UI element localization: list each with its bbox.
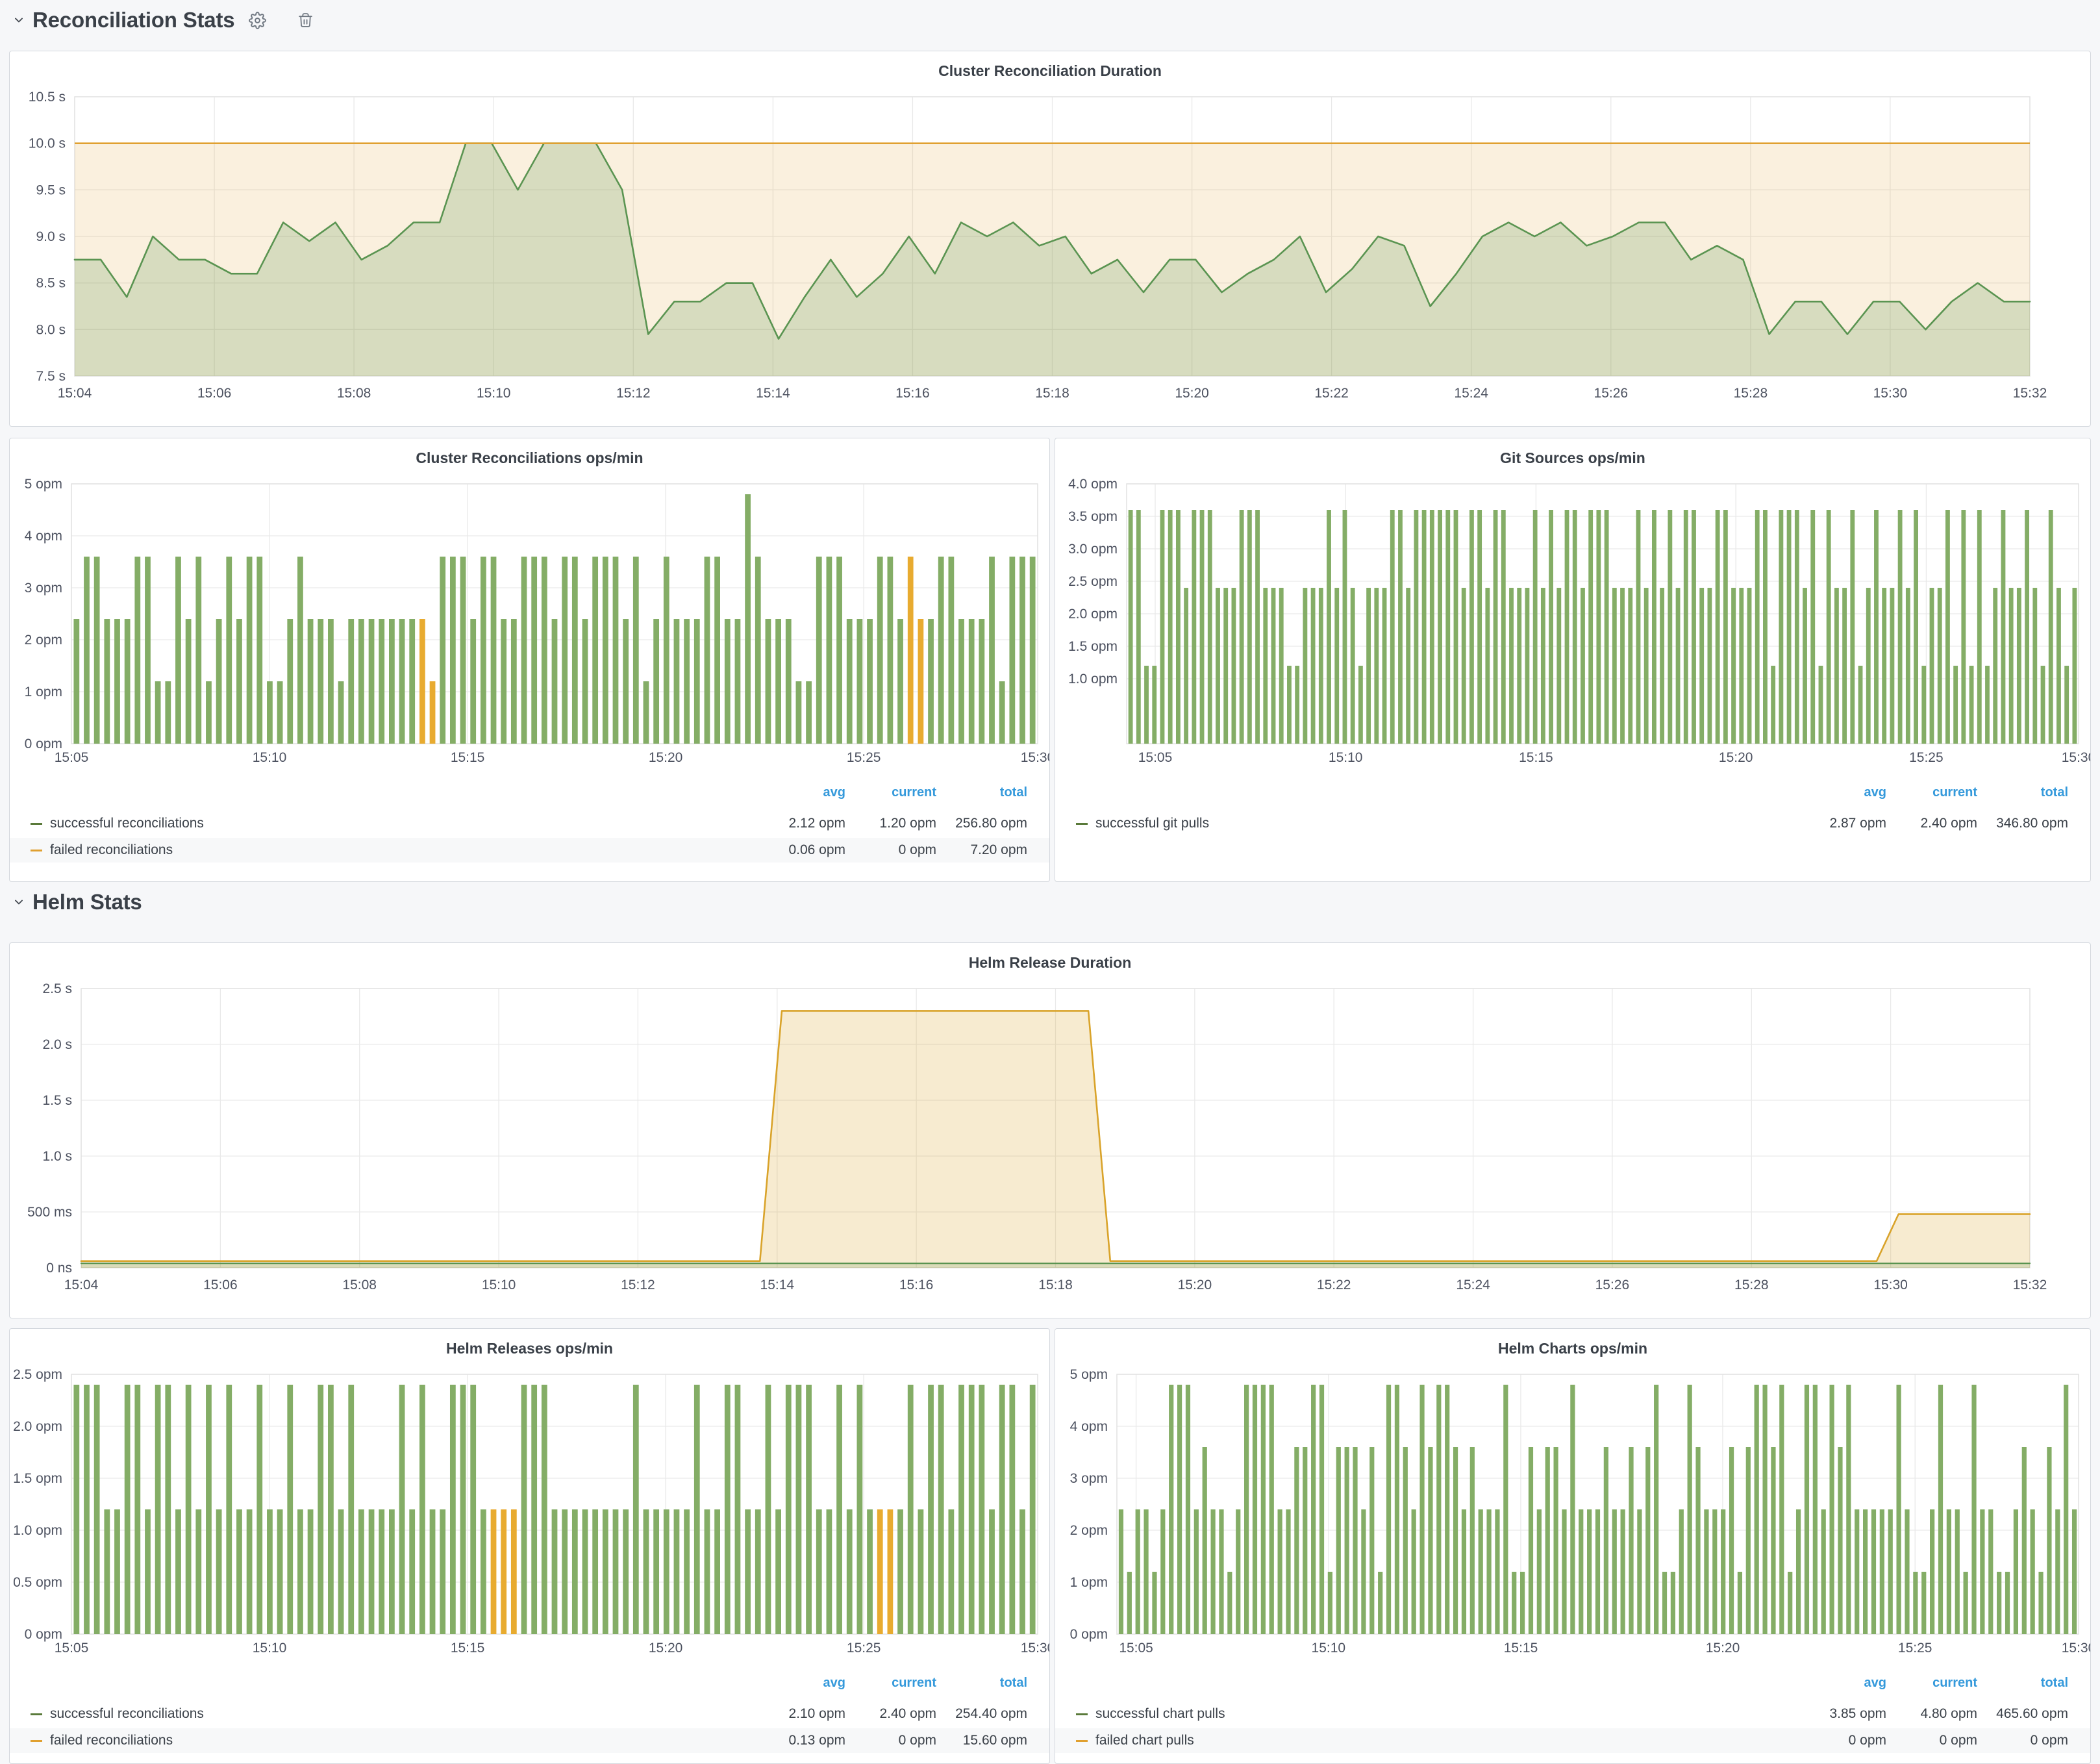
svg-text:15:10: 15:10	[482, 1278, 516, 1292]
svg-text:15:30: 15:30	[2062, 1641, 2091, 1656]
svg-text:15:20: 15:20	[1706, 1641, 1740, 1656]
svg-text:15:10: 15:10	[253, 750, 287, 765]
svg-text:0 opm: 0 opm	[25, 1627, 62, 1642]
svg-text:15:12: 15:12	[621, 1278, 655, 1292]
svg-text:2.5 s: 2.5 s	[42, 981, 72, 996]
svg-text:15:32: 15:32	[2013, 386, 2047, 401]
svg-text:15:10: 15:10	[477, 386, 511, 401]
svg-text:15:06: 15:06	[197, 386, 232, 401]
svg-text:15:18: 15:18	[1038, 1278, 1073, 1292]
svg-text:15:32: 15:32	[2013, 1278, 2047, 1292]
svg-text:15:22: 15:22	[1317, 1278, 1351, 1292]
svg-text:15:20: 15:20	[1178, 1278, 1212, 1292]
svg-text:15:04: 15:04	[58, 386, 92, 401]
svg-text:15:08: 15:08	[342, 1278, 377, 1292]
svg-text:15:16: 15:16	[899, 1278, 934, 1292]
svg-text:3.5 opm: 3.5 opm	[1068, 509, 1118, 524]
svg-text:15:06: 15:06	[203, 1278, 238, 1292]
svg-text:0.5 opm: 0.5 opm	[13, 1575, 62, 1590]
svg-text:4 opm: 4 opm	[25, 529, 62, 544]
svg-text:1 opm: 1 opm	[25, 685, 62, 699]
svg-text:15:26: 15:26	[1594, 386, 1629, 401]
svg-text:15:24: 15:24	[1454, 386, 1488, 401]
svg-text:15:18: 15:18	[1035, 386, 1069, 401]
svg-text:15:25: 15:25	[847, 1641, 881, 1656]
svg-text:0 opm: 0 opm	[25, 737, 62, 751]
svg-text:2.0 s: 2.0 s	[42, 1037, 72, 1052]
svg-text:15:20: 15:20	[649, 1641, 683, 1656]
svg-text:2.0 opm: 2.0 opm	[13, 1419, 62, 1434]
svg-text:1.5 opm: 1.5 opm	[1068, 639, 1118, 654]
svg-text:15:05: 15:05	[55, 750, 89, 765]
svg-text:15:28: 15:28	[1734, 1278, 1769, 1292]
svg-text:3 opm: 3 opm	[25, 581, 62, 596]
svg-text:0 ns: 0 ns	[46, 1261, 72, 1276]
svg-text:15:15: 15:15	[451, 750, 485, 765]
svg-text:0 opm: 0 opm	[1070, 1627, 1108, 1642]
svg-text:15:14: 15:14	[756, 386, 790, 401]
svg-text:15:20: 15:20	[1175, 386, 1209, 401]
svg-text:1 opm: 1 opm	[1070, 1575, 1108, 1590]
svg-text:1.5 s: 1.5 s	[42, 1093, 72, 1108]
svg-text:15:10: 15:10	[1312, 1641, 1346, 1656]
svg-text:15:25: 15:25	[1898, 1641, 1932, 1656]
svg-text:15:04: 15:04	[64, 1278, 99, 1292]
svg-text:2.5 opm: 2.5 opm	[13, 1367, 62, 1382]
svg-text:5 opm: 5 opm	[25, 477, 62, 492]
svg-text:2.5 opm: 2.5 opm	[1068, 574, 1118, 589]
svg-text:15:15: 15:15	[451, 1641, 485, 1656]
svg-text:15:15: 15:15	[1519, 750, 1553, 765]
svg-text:15:30: 15:30	[1873, 1278, 1908, 1292]
svg-text:4.0 opm: 4.0 opm	[1068, 477, 1118, 492]
svg-text:15:30: 15:30	[1021, 1641, 1050, 1656]
svg-text:15:10: 15:10	[1329, 750, 1363, 765]
svg-text:5 opm: 5 opm	[1070, 1367, 1108, 1382]
svg-text:10.5 s: 10.5 s	[29, 90, 66, 105]
svg-text:15:05: 15:05	[55, 1641, 89, 1656]
svg-text:15:30: 15:30	[2062, 750, 2091, 765]
svg-text:15:25: 15:25	[1909, 750, 1944, 765]
svg-text:15:28: 15:28	[1734, 386, 1768, 401]
svg-text:3.0 opm: 3.0 opm	[1068, 542, 1118, 557]
svg-text:3 opm: 3 opm	[1070, 1471, 1108, 1486]
svg-text:9.0 s: 9.0 s	[36, 229, 66, 244]
svg-text:2.0 opm: 2.0 opm	[1068, 607, 1118, 622]
svg-text:4 opm: 4 opm	[1070, 1419, 1108, 1434]
svg-text:7.5 s: 7.5 s	[36, 369, 66, 384]
svg-text:15:10: 15:10	[253, 1641, 287, 1656]
svg-text:1.0 opm: 1.0 opm	[1068, 672, 1118, 687]
svg-text:15:15: 15:15	[1504, 1641, 1538, 1656]
svg-text:8.5 s: 8.5 s	[36, 276, 66, 291]
svg-text:15:20: 15:20	[1719, 750, 1753, 765]
svg-text:15:14: 15:14	[760, 1278, 795, 1292]
svg-text:15:05: 15:05	[1119, 1641, 1153, 1656]
svg-text:500 ms: 500 ms	[27, 1205, 72, 1220]
svg-text:15:05: 15:05	[1138, 750, 1173, 765]
svg-text:1.5 opm: 1.5 opm	[13, 1471, 62, 1486]
svg-text:1.0 opm: 1.0 opm	[13, 1523, 62, 1538]
svg-text:15:16: 15:16	[895, 386, 930, 401]
svg-text:1.0 s: 1.0 s	[42, 1149, 72, 1164]
svg-text:15:12: 15:12	[616, 386, 651, 401]
svg-text:9.5 s: 9.5 s	[36, 183, 66, 197]
svg-text:15:24: 15:24	[1456, 1278, 1490, 1292]
svg-text:8.0 s: 8.0 s	[36, 322, 66, 337]
svg-text:15:20: 15:20	[649, 750, 683, 765]
svg-text:2 opm: 2 opm	[1070, 1523, 1108, 1538]
svg-text:15:08: 15:08	[337, 386, 371, 401]
svg-text:15:30: 15:30	[1021, 750, 1050, 765]
svg-text:15:26: 15:26	[1595, 1278, 1630, 1292]
svg-text:15:30: 15:30	[1873, 386, 1908, 401]
svg-text:15:22: 15:22	[1314, 386, 1349, 401]
svg-text:15:25: 15:25	[847, 750, 881, 765]
svg-text:10.0 s: 10.0 s	[29, 136, 66, 151]
svg-text:2 opm: 2 opm	[25, 633, 62, 648]
